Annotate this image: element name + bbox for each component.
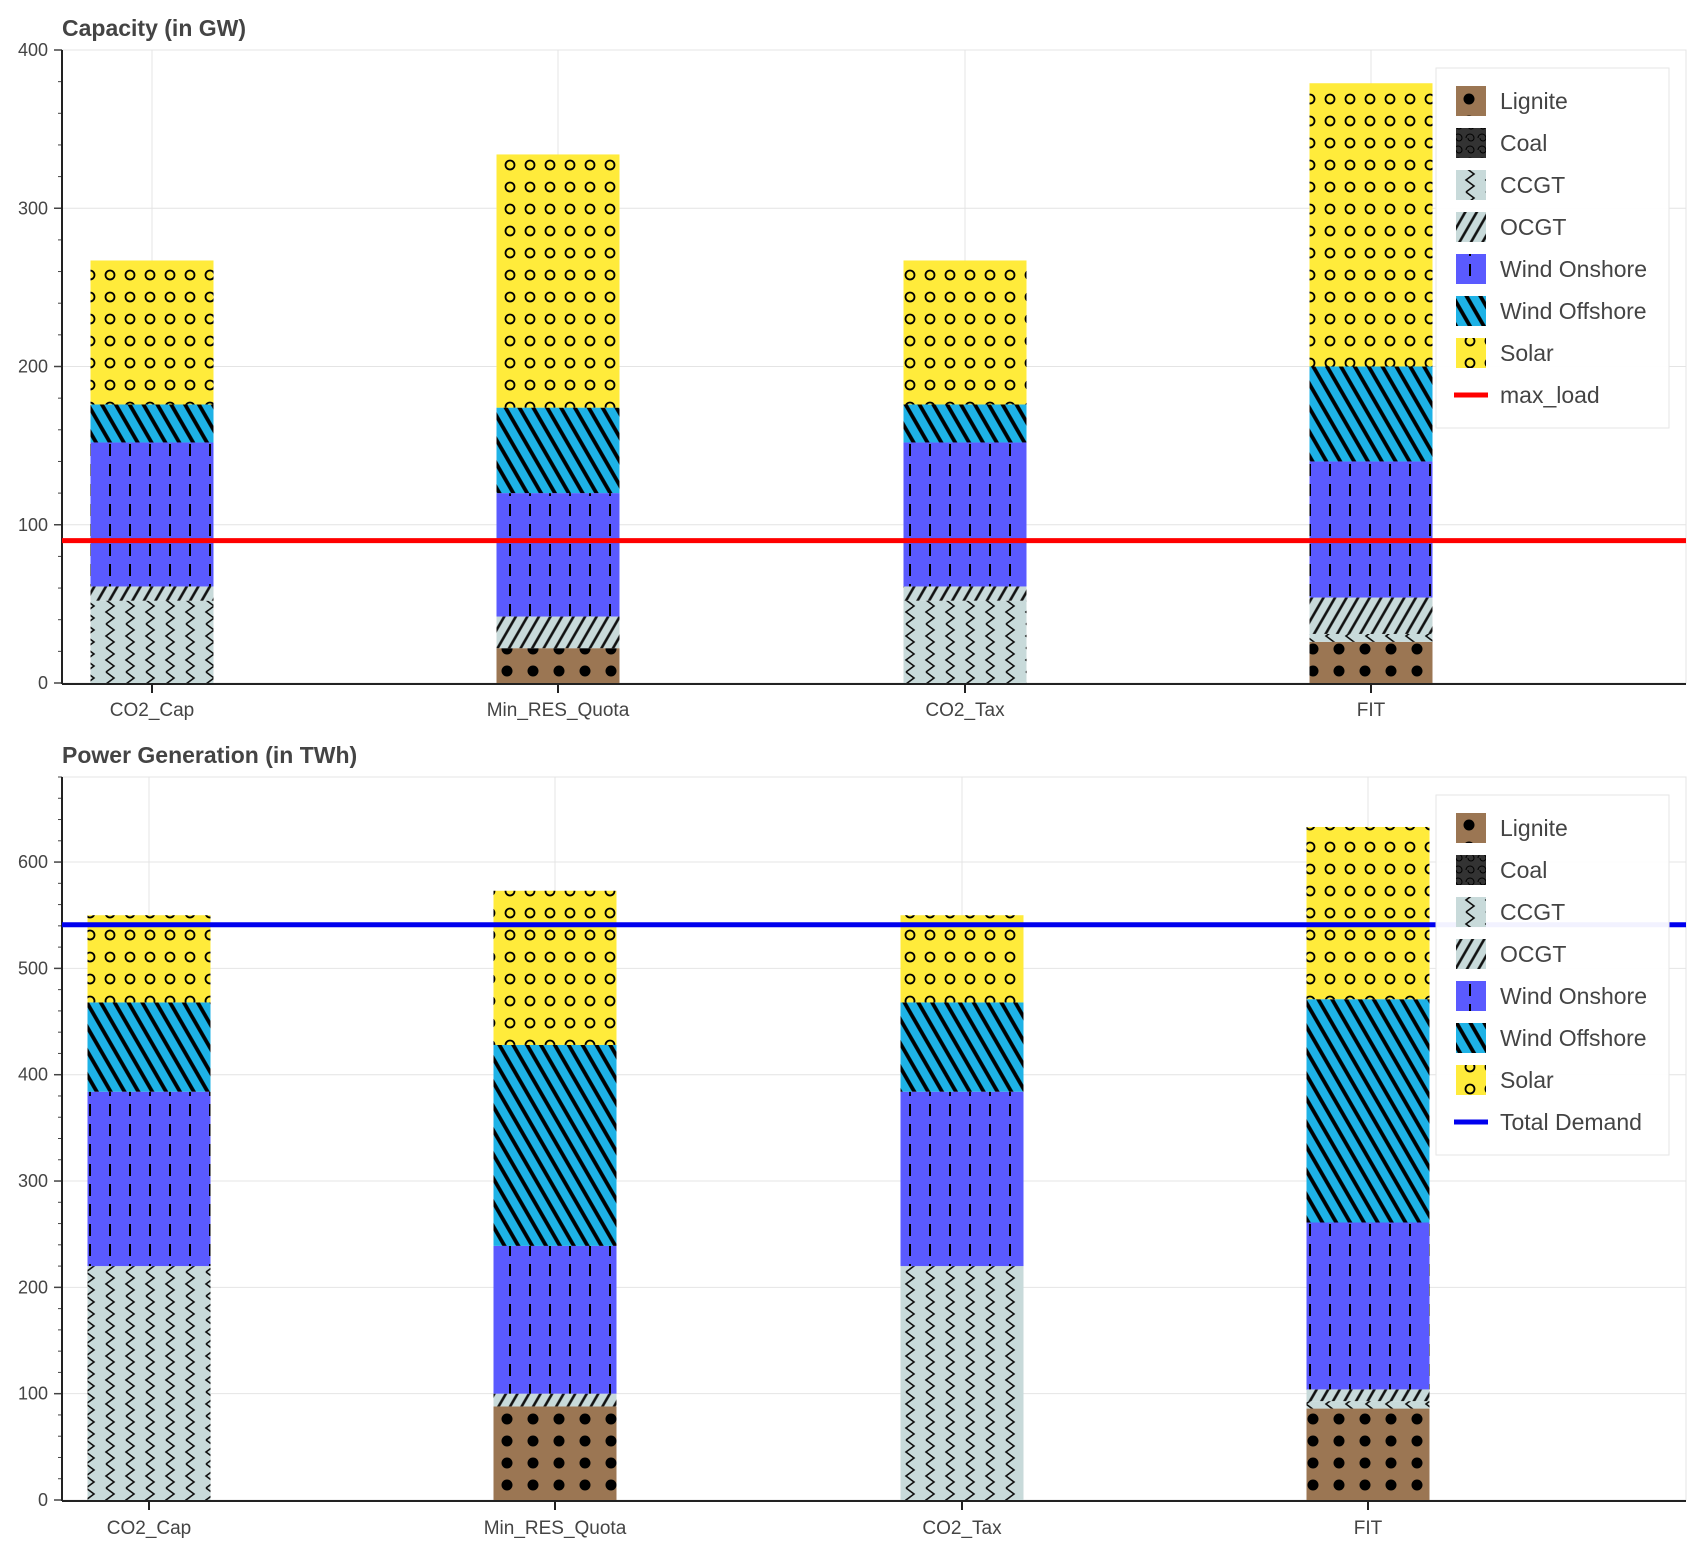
bar-min-res-quota-ocgt [493,1393,617,1407]
legend-box [1435,67,1670,429]
bar-co2-tax-wind-offshore [903,404,1027,443]
legend-label: Wind Onshore [1500,983,1647,1009]
bar-co2-tax-wind-onshore [900,1091,1024,1267]
chart-title: Capacity (in GW) [62,15,246,41]
legend-swatch-wind-onshore [1456,981,1486,1011]
legend-swatch-ccgt [1456,170,1486,200]
legend-swatch-ccgt [1456,897,1486,927]
legend-label: Lignite [1500,815,1568,841]
bar-fit-wind-offshore [1306,999,1430,1223]
legend-swatch-wind-onshore [1456,254,1486,284]
legend: Lignite Coal CCGT OCGT Wind Onshore Wind Offs… [1435,794,1670,1156]
legend-swatch-coal [1456,855,1486,885]
legend-box [1435,794,1670,1156]
y-tick-label: 400 [18,40,48,60]
bar-co2-tax-wind-onshore [903,442,1027,587]
legend-swatch-ocgt [1456,212,1486,242]
bar-fit-wind-offshore [1309,366,1433,462]
legend-swatch-lignite [1456,813,1486,843]
bar-co2-cap-wind-onshore [87,1091,211,1267]
y-tick-label: 300 [18,1171,48,1191]
y-tick-label: 400 [18,1065,48,1085]
legend-label: max_load [1500,382,1600,408]
legend-label: Wind Onshore [1500,256,1647,282]
bar-min-res-quota-wind-offshore [493,1044,617,1246]
legend-label: Wind Offshore [1500,298,1647,324]
bar-co2-cap-solar [90,260,214,405]
y-tick-label: 200 [18,357,48,377]
bar-co2-cap-wind-onshore [90,442,214,587]
x-tick-label: Min_RES_Quota [487,700,630,721]
y-tick-label: 100 [18,515,48,535]
legend-label: CCGT [1500,899,1565,925]
bar-co2-tax-wind-offshore [900,1002,1024,1092]
bar-fit-solar [1306,826,1430,1000]
bar-min-res-quota-lignite [496,648,620,683]
bar-min-res-quota-ocgt [496,616,620,649]
bar-co2-cap-wind-offshore [90,404,214,443]
y-tick-label: 500 [18,958,48,978]
bar-fit-solar [1309,83,1433,367]
legend-swatch-coal [1456,128,1486,158]
x-tick-label: CO2_Tax [925,700,1005,721]
legend-label: Coal [1500,130,1547,156]
legend-label: CCGT [1500,172,1565,198]
legend: Lignite Coal CCGT OCGT Wind Onshore Wind Offs… [1435,67,1670,429]
y-tick-label: 100 [18,1384,48,1404]
legend-label: Total Demand [1500,1109,1642,1135]
bar-fit-ccgt [1306,1401,1430,1409]
legend-swatch-wind-offshore [1456,1023,1486,1053]
legend-swatch-wind-offshore [1456,296,1486,326]
bar-co2-tax-solar [903,260,1027,405]
bar-min-res-quota-wind-offshore [496,407,620,494]
legend-label: OCGT [1500,941,1566,967]
legend-swatch-lignite [1456,86,1486,116]
legend-label: Wind Offshore [1500,1025,1647,1051]
bar-co2-tax-ocgt [903,586,1027,601]
bar-fit-ccgt [1309,633,1433,642]
legend-swatch-ocgt [1456,939,1486,969]
chart-title: Power Generation (in TWh) [62,742,357,768]
x-tick-label: CO2_Tax [922,1518,1002,1539]
legend-label: Lignite [1500,88,1568,114]
legend-label: Solar [1500,1067,1554,1093]
bar-co2-cap-solar [87,915,211,1003]
bar-co2-tax-ccgt [900,1266,1024,1500]
bar-fit-wind-onshore [1306,1222,1430,1390]
legend-label: OCGT [1500,214,1566,240]
bar-fit-ocgt [1306,1389,1430,1402]
x-tick-label: FIT [1357,700,1386,721]
bar-co2-cap-ccgt [90,600,214,683]
y-tick-label: 0 [38,1490,48,1510]
y-tick-label: 300 [18,198,48,218]
bar-co2-cap-ocgt [90,586,214,601]
bar-co2-tax-ccgt [903,600,1027,683]
y-tick-label: 200 [18,1277,48,1297]
bar-co2-tax-solar [900,915,1024,1003]
bar-min-res-quota-wind-onshore [496,493,620,617]
bar-fit-lignite [1309,641,1433,683]
bar-min-res-quota-wind-onshore [493,1245,617,1394]
bar-fit-ocgt [1309,597,1433,634]
bar-co2-cap-ccgt [87,1266,211,1500]
bar-fit-wind-onshore [1309,461,1433,598]
chart-panel-2: Power Generation (in TWh) 0 100 200 300 400 50… [18,742,1687,1539]
bar-min-res-quota-solar [493,890,617,1045]
x-tick-label: FIT [1354,1518,1383,1539]
bar-fit-lignite [1306,1408,1430,1500]
bar-min-res-quota-solar [496,154,620,408]
chart-panel-1: Capacity (in GW) 0 100 200 300 400 CO2_Cap Min_… [18,15,1687,721]
y-tick-label: 600 [18,852,48,872]
x-tick-label: Min_RES_Quota [484,1518,627,1539]
y-tick-label: 0 [38,673,48,693]
bar-co2-cap-wind-offshore [87,1002,211,1092]
x-tick-label: CO2_Cap [107,1518,192,1539]
x-tick-label: CO2_Cap [110,700,195,721]
legend-swatch-solar [1456,1065,1486,1095]
legend-label: Coal [1500,857,1547,883]
legend-swatch-solar [1456,338,1486,368]
bar-min-res-quota-lignite [493,1406,617,1500]
legend-label: Solar [1500,340,1554,366]
